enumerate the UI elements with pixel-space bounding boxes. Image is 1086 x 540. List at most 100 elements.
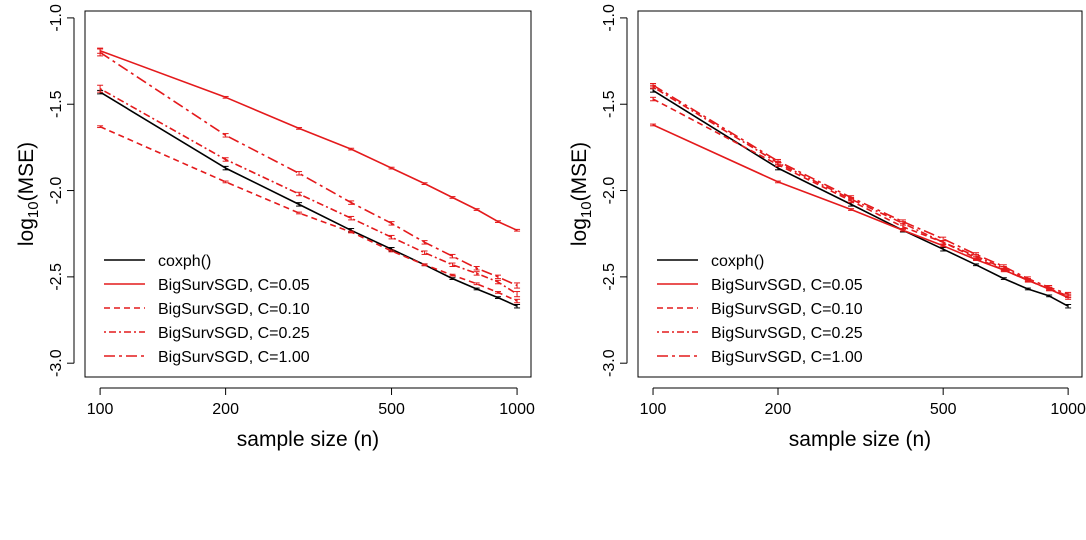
legend-label: coxph()	[711, 253, 764, 270]
legend: coxph() BigSurvSGD, C=0.05 BigSurvSGD, C=0…	[657, 253, 863, 366]
y-tick-label: -2.0	[601, 177, 618, 205]
error-bar	[222, 95, 229, 99]
y-axis-title-rest: (MSE)	[15, 142, 38, 202]
error-bar	[514, 303, 521, 309]
error-bar	[388, 166, 395, 170]
x-tick-label: 200	[212, 401, 239, 418]
error-bar	[449, 196, 456, 199]
error-bar	[774, 158, 781, 164]
legend-label: BigSurvSGD, C=0.25	[711, 325, 863, 342]
error-bar	[1046, 285, 1053, 290]
series-line	[99, 88, 518, 295]
error-bar	[388, 234, 395, 240]
error-bar	[222, 157, 229, 162]
x-tick-label: 200	[765, 401, 792, 418]
error-bar	[222, 165, 229, 171]
error-bar	[296, 211, 303, 215]
error-bar	[1024, 276, 1031, 281]
y-axis-title-subscript: 10	[578, 201, 595, 218]
legend-item: BigSurvSGD, C=0.10	[104, 301, 310, 318]
error-bar	[348, 215, 355, 221]
error-bar	[973, 263, 980, 267]
series-line	[652, 124, 1069, 299]
series-5	[650, 83, 1072, 297]
y-axis: -3.0 -2.5 -2.0 -1.5 -1.0	[48, 4, 75, 377]
error-bar	[650, 83, 657, 88]
legend-item: BigSurvSGD, C=1.00	[104, 349, 310, 366]
error-bar	[449, 262, 456, 268]
series-line	[99, 49, 518, 232]
y-axis-title: log10(MSE)	[568, 142, 595, 246]
error-bar	[473, 208, 480, 211]
legend-label: BigSurvSGD, C=1.00	[158, 349, 310, 366]
legend-label: BigSurvSGD, C=0.05	[711, 277, 863, 294]
legend-label: coxph()	[158, 253, 211, 270]
series-2	[650, 123, 1072, 300]
error-bar	[296, 202, 303, 207]
error-bar	[650, 123, 657, 127]
error-bar	[1000, 264, 1007, 269]
error-bar	[222, 180, 229, 184]
y-tick-label: -1.5	[601, 90, 618, 118]
legend-item: coxph()	[104, 253, 211, 270]
y-tick-label: -1.5	[48, 90, 65, 118]
y-tick-label: -1.0	[601, 4, 618, 32]
legend-label: BigSurvSGD, C=0.05	[158, 277, 310, 294]
series-line	[99, 91, 518, 307]
error-bar	[449, 253, 456, 259]
legend-item: BigSurvSGD, C=0.05	[657, 277, 863, 294]
error-bar	[514, 291, 521, 298]
chart-panel-1: 100 200 500 1000 -3.0 -2.5 -2.0 -1.5 -1.0 sample …	[15, 4, 535, 451]
y-axis-title-base: log	[568, 218, 591, 246]
error-bar	[421, 182, 428, 186]
error-bar	[1000, 277, 1007, 280]
error-bar	[1024, 287, 1031, 291]
y-tick-label: -1.0	[48, 4, 65, 32]
legend-item: BigSurvSGD, C=0.25	[657, 325, 863, 342]
x-tick-label: 100	[640, 401, 667, 418]
legend-item: BigSurvSGD, C=0.25	[104, 325, 310, 342]
series-line	[99, 51, 518, 287]
series-5	[97, 48, 521, 289]
y-axis-title: log10(MSE)	[15, 142, 42, 246]
plot-frame	[84, 10, 532, 378]
error-bar	[348, 200, 355, 205]
error-bar	[421, 240, 428, 245]
error-bar	[388, 221, 395, 226]
legend-item: BigSurvSGD, C=0.10	[657, 301, 863, 318]
error-bar	[973, 252, 980, 257]
error-bar	[473, 271, 480, 276]
x-axis-title: sample size (n)	[237, 428, 379, 451]
error-bar	[348, 230, 355, 234]
error-bar	[1065, 303, 1072, 309]
error-bar	[494, 296, 501, 299]
error-bar	[296, 191, 303, 197]
error-bar	[899, 228, 906, 232]
error-bar	[940, 247, 947, 252]
y-tick-label: -3.0	[48, 349, 65, 377]
y-axis: -3.0 -2.5 -2.0 -1.5 -1.0	[601, 4, 628, 377]
y-axis-title-rest: (MSE)	[568, 142, 591, 202]
y-tick-label: -2.5	[601, 263, 618, 291]
error-bar	[296, 127, 303, 130]
error-bar	[473, 282, 480, 286]
error-bar	[296, 171, 303, 176]
error-bar	[449, 273, 456, 277]
error-bar	[449, 277, 456, 280]
error-bar	[940, 236, 947, 242]
y-tick-label: -2.0	[48, 177, 65, 205]
error-bar	[774, 180, 781, 184]
error-bar	[848, 208, 855, 211]
y-tick-label: -3.0	[601, 349, 618, 377]
error-bar	[421, 263, 428, 267]
y-axis-title-base: log	[15, 218, 38, 246]
error-bar	[97, 125, 104, 129]
series-line	[652, 86, 1069, 297]
series-3	[97, 125, 521, 304]
error-bar	[514, 298, 521, 304]
error-bar	[494, 279, 501, 285]
error-bar	[494, 274, 501, 280]
series-line	[652, 98, 1069, 297]
